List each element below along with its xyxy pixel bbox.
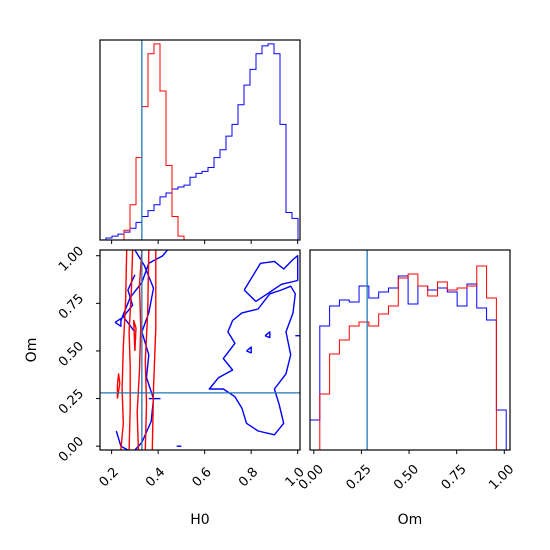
hist-h0-series-red (100, 43, 298, 241)
hist-om-frame (309, 249, 511, 451)
contour-red-5 (116, 373, 121, 399)
y-tick-label-om: 1.00 (56, 244, 87, 275)
x-tick-label-om: 0.25 (343, 462, 374, 493)
hist-h0-frame (99, 39, 301, 241)
contour-blue-1 (134, 250, 155, 450)
hist-h0-series-blue (100, 43, 299, 241)
contour-blue-4 (243, 254, 299, 303)
axis-labels: H0 Om Om (24, 338, 422, 528)
contour-red-4 (151, 250, 157, 450)
hist-om-panel: 0.00 0.25 0.50 0.75 1.00 (296, 249, 517, 493)
hist-h0-panel (99, 39, 301, 244)
h0-om-contour-panel: 0.2 0.4 0.6 0.8 1.00.000.250.500.751.00 (56, 244, 308, 490)
contour-lines (114, 250, 300, 450)
contour-red-1 (128, 250, 134, 450)
x-tick-label-om: 0.75 (439, 462, 470, 493)
y-tick-label-om: 0.75 (56, 291, 87, 322)
y-tick-label-om: 0.25 (56, 387, 87, 418)
contour-red-2 (136, 250, 143, 450)
x-tick-label-h0: 0.6 (190, 465, 215, 490)
contour-red-3 (144, 250, 150, 450)
x-tick-label-om: 0.50 (391, 462, 422, 493)
contour-red-0 (120, 250, 128, 450)
y-tick-label-om: 0.50 (56, 339, 87, 370)
y-axis-label-om: Om (24, 338, 40, 363)
contour-blue-0 (120, 250, 168, 321)
hist-om-series-blue (309, 275, 507, 450)
x-tick-label-om: 1.00 (486, 462, 517, 493)
x-axis-label-h0: H0 (190, 512, 209, 528)
x-tick-label-h0: 0.4 (143, 465, 168, 490)
contour-blue-5 (208, 285, 296, 436)
contour-blue-7 (246, 346, 252, 354)
contour-blue-6 (264, 331, 271, 339)
contour-red-6 (132, 319, 137, 352)
contour-blue-2 (122, 274, 136, 333)
x-tick-label-om: 0.00 (296, 462, 327, 493)
x-tick-label-h0: 0.2 (97, 465, 122, 490)
y-tick-label-om: 0.00 (56, 434, 87, 465)
x-tick-label-h0: 0.8 (236, 465, 261, 490)
x-axis-label-om: Om (398, 512, 423, 528)
contour-frame (99, 249, 301, 451)
hist-om-series-red (310, 265, 507, 451)
contour-blue-8 (114, 317, 122, 327)
